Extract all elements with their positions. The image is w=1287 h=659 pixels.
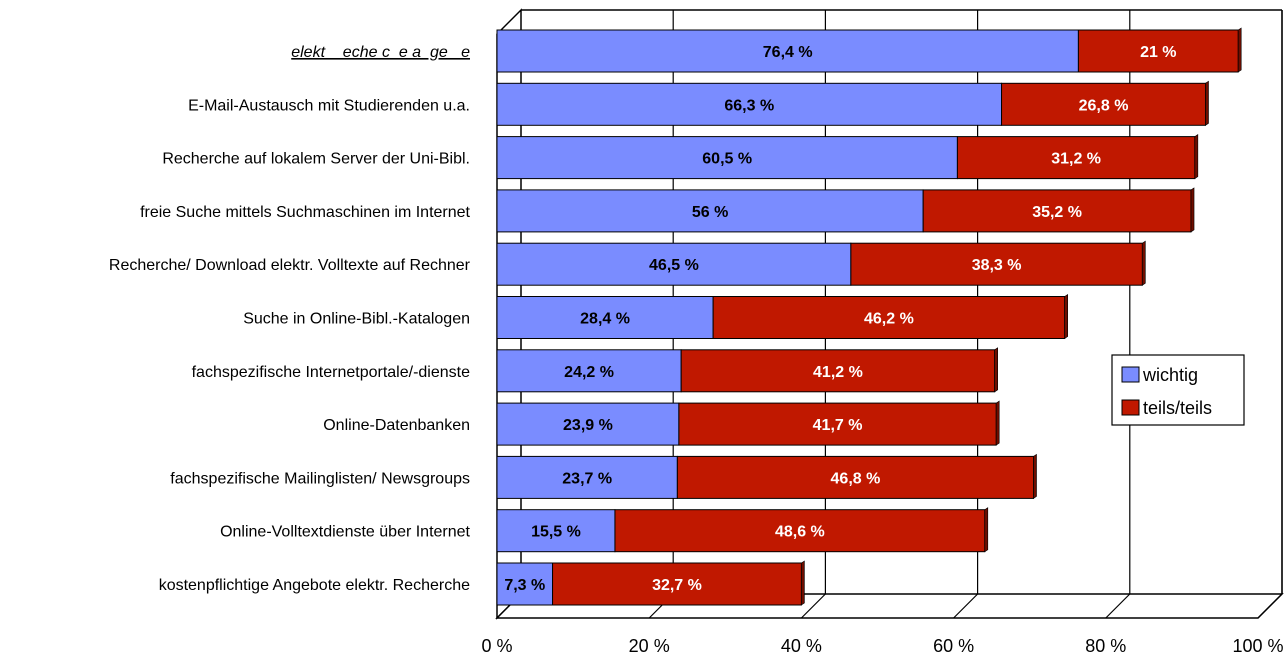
x-tick-label: 0 % bbox=[481, 636, 512, 656]
bar-segment-teils bbox=[1077, 29, 1239, 73]
category-label: freie Suche mittels Suchmaschinen im Int… bbox=[140, 204, 470, 221]
floor-gridline bbox=[800, 593, 826, 619]
bar-segment-wichtig bbox=[496, 29, 1079, 73]
data-label: 48,6 % bbox=[775, 524, 825, 541]
data-label: 21 % bbox=[1140, 44, 1176, 61]
category-label: Recherche auf lokalem Server der Uni-Bib… bbox=[162, 151, 470, 168]
data-label: 60,5 % bbox=[702, 151, 752, 168]
bar-depth bbox=[1237, 27, 1242, 73]
bar-segment-wichtig bbox=[496, 136, 958, 180]
category-label: E-Mail-Austausch mit Studierenden u.a. bbox=[188, 97, 470, 114]
category-label: Online-Volltextdienste über Internet bbox=[220, 524, 470, 541]
category-labels: elekt eche c e a ge e E-Mail-Austausch mi… bbox=[109, 44, 471, 594]
data-label: 35,2 % bbox=[1032, 204, 1082, 221]
bar-depth bbox=[1033, 453, 1037, 499]
data-label: 38,3 % bbox=[972, 257, 1022, 274]
x-tick-label: 80 % bbox=[1085, 636, 1126, 656]
data-label: 23,9 % bbox=[563, 417, 613, 434]
data-label: 76,4 % bbox=[763, 44, 813, 61]
bar-depth bbox=[1190, 187, 1195, 233]
bar-segment-teils bbox=[676, 455, 1035, 499]
data-label: 31,2 % bbox=[1051, 151, 1101, 168]
legend-label-wichtig: wichtig bbox=[1142, 365, 1198, 385]
x-tick-label: 60 % bbox=[933, 636, 974, 656]
bar-segment-wichtig bbox=[496, 562, 554, 606]
bar-depth bbox=[984, 507, 989, 553]
x-tick-label: 40 % bbox=[781, 636, 822, 656]
data-label: 15,5 % bbox=[531, 524, 581, 541]
data-label: 32,7 % bbox=[652, 577, 702, 594]
floor-gridline bbox=[1105, 593, 1131, 619]
data-label: 56 % bbox=[692, 204, 728, 221]
floor-gridline bbox=[953, 593, 979, 619]
data-label: 23,7 % bbox=[562, 470, 612, 487]
bars: 76,4 % 21 % 66,3 % 26,8 % 60,5 % 31,2 % 56 % 35… bbox=[496, 27, 1242, 606]
bar-depth bbox=[801, 560, 805, 606]
bar-segment-wichtig bbox=[496, 509, 616, 553]
data-label: 46,2 % bbox=[864, 311, 914, 328]
x-tick-labels: 0 % 20 % 40 % 60 % 80 % 100 % bbox=[481, 636, 1283, 656]
bar-depth bbox=[1142, 240, 1146, 286]
bar-segment-teils bbox=[614, 509, 986, 553]
bar-depth bbox=[1064, 293, 1069, 340]
category-label: Online-Datenbanken bbox=[323, 417, 470, 434]
bar-segment-teils bbox=[850, 242, 1143, 286]
legend-swatch-wichtig bbox=[1121, 366, 1140, 383]
data-label: 41,7 % bbox=[813, 417, 863, 434]
bar-segment-teils bbox=[552, 562, 802, 606]
bar-depth bbox=[1205, 80, 1209, 126]
bar-depth bbox=[994, 347, 998, 393]
legend: wichtig teils/teils bbox=[1111, 354, 1245, 426]
data-label: 46,8 % bbox=[831, 470, 881, 487]
category-label: elekt eche c e a ge e bbox=[291, 44, 470, 61]
legend-label-teils: teils/teils bbox=[1143, 398, 1212, 418]
data-label: 28,4 % bbox=[580, 311, 630, 328]
bar-depth bbox=[1194, 134, 1199, 180]
bar-segment-teils bbox=[922, 189, 1192, 233]
data-label: 41,2 % bbox=[813, 364, 863, 381]
bar-segment-teils bbox=[680, 349, 996, 393]
x-tick-label: 100 % bbox=[1232, 636, 1283, 656]
category-label: Suche in Online-Bibl.-Katalogen bbox=[243, 311, 470, 328]
bar-depth bbox=[995, 400, 1000, 446]
x-tick-label: 20 % bbox=[629, 636, 670, 656]
data-label: 7,3 % bbox=[504, 577, 545, 594]
category-label: Recherche/ Download elektr. Volltexte au… bbox=[109, 257, 471, 274]
bar-segment-teils bbox=[712, 296, 1066, 339]
bar-segment-teils bbox=[1001, 82, 1206, 126]
bar-segment-wichtig bbox=[496, 296, 714, 339]
data-label: 24,2 % bbox=[564, 364, 614, 381]
bar-segment-wichtig bbox=[496, 455, 678, 499]
floor-gridline bbox=[1257, 593, 1283, 619]
bar-segment-teils bbox=[678, 402, 997, 446]
category-label: kostenpflichtige Angebote elektr. Recher… bbox=[159, 577, 470, 594]
data-label: 46,5 % bbox=[649, 257, 699, 274]
bar-segment-wichtig bbox=[496, 242, 852, 286]
bar-segment-wichtig bbox=[496, 82, 1003, 126]
data-label: 26,8 % bbox=[1079, 97, 1129, 114]
category-label: fachspezifische Internetportale/-dienste bbox=[192, 364, 470, 381]
legend-swatch-teils bbox=[1121, 399, 1140, 416]
bar-segment-wichtig bbox=[496, 349, 682, 393]
data-label: 66,3 % bbox=[724, 97, 774, 114]
category-label: fachspezifische Mailinglisten/ Newsgroup… bbox=[170, 470, 470, 487]
